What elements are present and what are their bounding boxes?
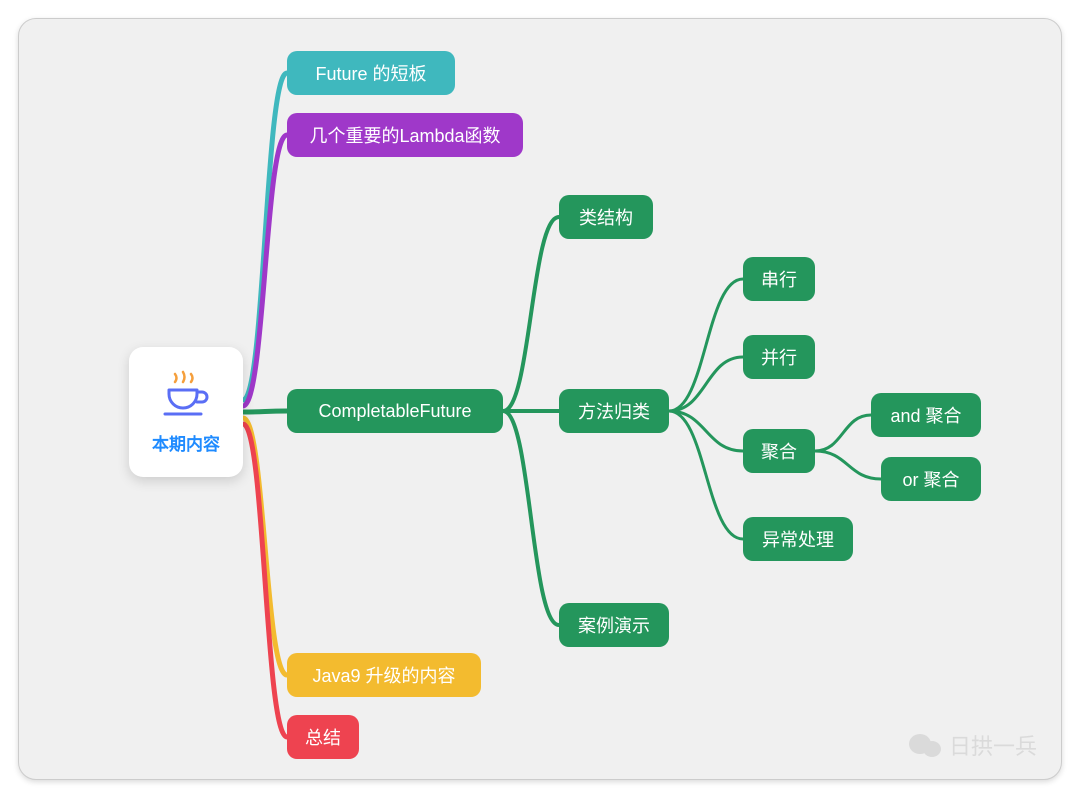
edge-method-serial — [669, 279, 743, 411]
edge-method-parallel — [669, 357, 743, 411]
node-struct: 类结构 — [559, 195, 653, 239]
watermark: 日拱一兵 — [909, 729, 1037, 761]
node-except: 异常处理 — [743, 517, 853, 561]
edge-root-summary — [243, 424, 287, 737]
node-lambda: 几个重要的Lambda函数 — [287, 113, 523, 157]
node-cf: CompletableFuture — [287, 389, 503, 433]
edge-root-future — [243, 73, 287, 400]
node-future: Future 的短板 — [287, 51, 455, 95]
node-method: 方法归类 — [559, 389, 669, 433]
edge-root-cf — [243, 411, 287, 412]
coffee-cup-icon — [159, 370, 213, 420]
node-andagg: and 聚合 — [871, 393, 981, 437]
mindmap-frame: 本期内容 Future 的短板几个重要的Lambda函数 CompletableF… — [18, 18, 1062, 780]
node-serial: 串行 — [743, 257, 815, 301]
node-agg: 聚合 — [743, 429, 815, 473]
edge-method-except — [669, 411, 743, 539]
node-java9: Java9 升级的内容 — [287, 653, 481, 697]
node-parallel: 并行 — [743, 335, 815, 379]
node-oragg: or 聚合 — [881, 457, 981, 501]
edge-cf-struct — [503, 217, 559, 411]
root-label: 本期内容 — [152, 430, 220, 455]
wechat-icon — [909, 731, 943, 759]
edge-method-agg — [669, 411, 743, 451]
node-summary: 总结 — [287, 715, 359, 759]
root-node: 本期内容 — [129, 347, 243, 477]
watermark-text: 日拱一兵 — [949, 729, 1037, 761]
node-demo: 案例演示 — [559, 603, 669, 647]
edge-agg-oragg — [815, 451, 881, 479]
edge-root-lambda — [243, 135, 287, 406]
edge-agg-andagg — [815, 415, 871, 451]
edge-root-java9 — [243, 418, 287, 675]
edge-cf-demo — [503, 411, 559, 625]
